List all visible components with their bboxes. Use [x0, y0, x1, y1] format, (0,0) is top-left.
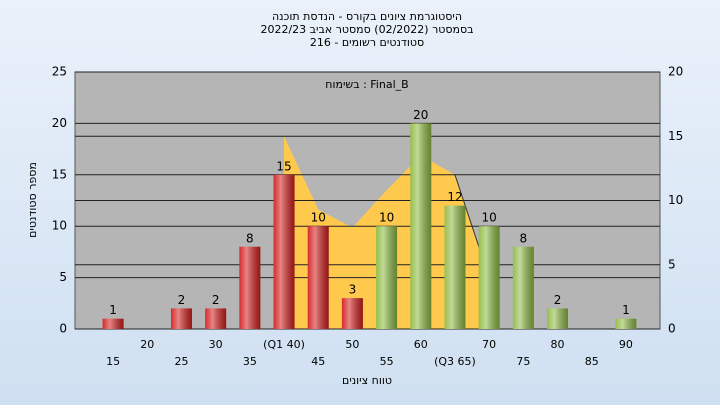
value-label: 3: [349, 283, 357, 297]
y2-tick-label: 10: [668, 193, 683, 207]
y-tick-label: 15: [52, 167, 67, 181]
x-tick-label: (Q1 40): [263, 338, 305, 351]
x-tick-label: 80: [551, 338, 565, 351]
bar-shade: [273, 174, 295, 329]
x-tick-label: 85: [585, 355, 599, 368]
chart-subtitle: 216 - סטודנטים רשומים: [310, 36, 424, 49]
x-tick-label: 60: [414, 338, 428, 351]
bar-shade: [478, 226, 500, 329]
bar-shade: [376, 226, 398, 329]
y2-tick-label: 5: [668, 257, 676, 271]
value-label: 15: [276, 159, 291, 173]
x-tick-label: 15: [106, 355, 120, 368]
bar-shade: [307, 226, 329, 329]
y2-tick-label: 20: [668, 65, 683, 79]
bar-shade: [239, 246, 261, 329]
y-tick-label: 5: [59, 270, 67, 284]
y-tick-label: 25: [52, 65, 67, 79]
value-label: 2: [554, 293, 562, 307]
bar-shade: [170, 308, 192, 329]
bar-shade: [444, 205, 466, 329]
value-label: 8: [246, 231, 254, 245]
annotation: בשימוח : Final_B: [325, 78, 408, 91]
bar-shade: [205, 308, 227, 329]
value-label: 12: [447, 190, 462, 204]
chart-subtitle: בסמסטר (02/2022) סמסטר אביב 2022/23: [260, 23, 473, 36]
bar-shade: [341, 298, 363, 329]
x-tick-label: 55: [380, 355, 394, 368]
x-tick-label: 20: [140, 338, 154, 351]
value-label: 10: [482, 211, 497, 225]
chart-title: היסטוגרמת ציונים בקורס - הנדסת תוכנה: [272, 10, 462, 23]
x-tick-label: 45: [311, 355, 325, 368]
y2-tick-label: 15: [668, 129, 683, 143]
y-tick-label: 10: [52, 219, 67, 233]
bar-shade: [102, 318, 124, 329]
x-tick-label: 90: [619, 338, 633, 351]
y2-tick-label: 0: [668, 322, 676, 336]
x-tick-label: 70: [482, 338, 496, 351]
x-tick-label: 30: [209, 338, 223, 351]
value-label: 1: [109, 303, 117, 317]
value-label: 2: [212, 293, 220, 307]
y-axis-label: מספר סטודנטים: [26, 162, 39, 238]
y-tick-label: 20: [52, 116, 67, 130]
value-label: 10: [311, 211, 326, 225]
value-label: 2: [178, 293, 186, 307]
x-tick-label: (Q3 65): [434, 355, 476, 368]
value-label: 8: [520, 231, 528, 245]
bar-shade: [512, 246, 534, 329]
x-tick-label: 50: [345, 338, 359, 351]
x-axis-label: טווח ציונים: [342, 374, 392, 387]
bar-shade: [615, 318, 637, 329]
x-tick-label: 75: [516, 355, 530, 368]
bar-shade: [547, 308, 569, 329]
bar-shade: [410, 123, 432, 330]
value-label: 10: [379, 211, 394, 225]
value-label: 20: [413, 108, 428, 122]
x-tick-label: 35: [243, 355, 257, 368]
x-tick-label: 25: [174, 355, 188, 368]
value-label: 1: [622, 303, 630, 317]
y-tick-label: 0: [59, 322, 67, 336]
